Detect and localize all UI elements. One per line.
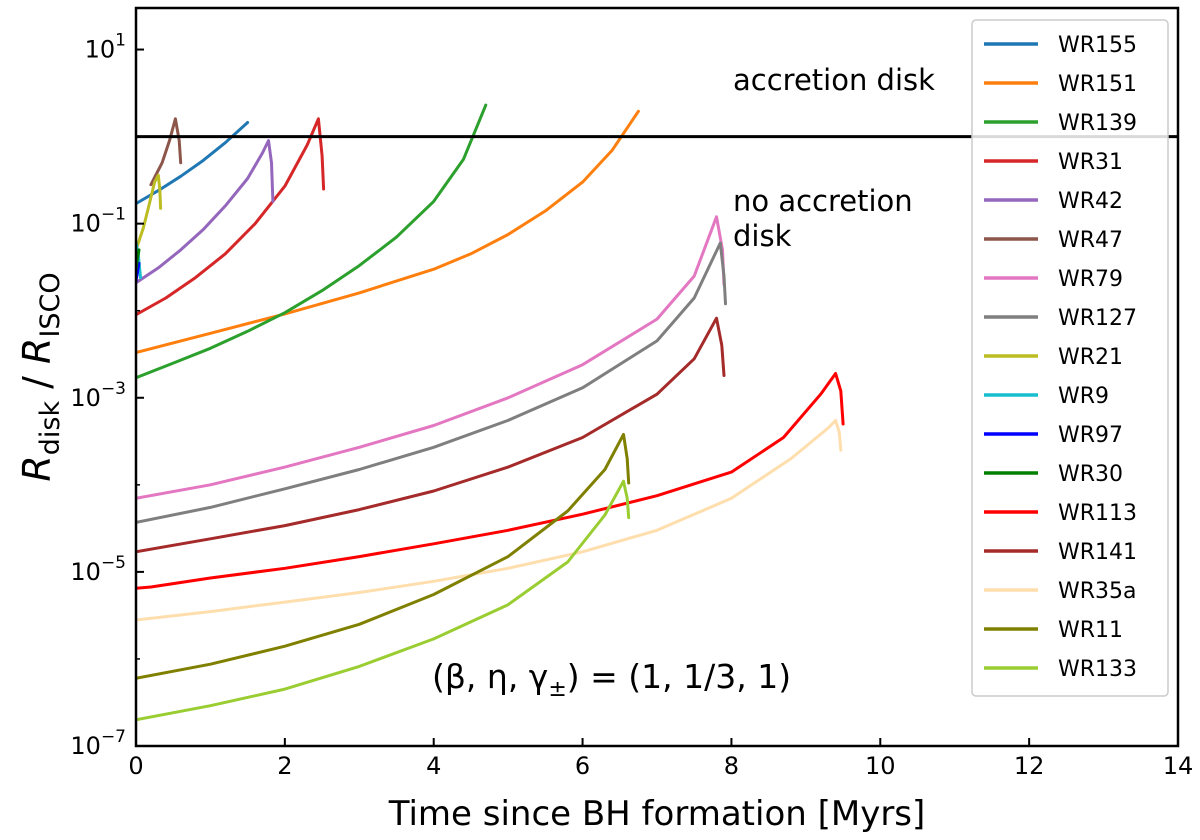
legend-label-wr133: WR133 (1058, 657, 1137, 682)
legend-label-wr79: WR79 (1058, 267, 1123, 292)
series-wr47 (149, 117, 183, 187)
legend-label-wr155: WR155 (1058, 33, 1137, 58)
x-tick-label: 2 (277, 752, 292, 780)
legend-frame (971, 19, 1169, 697)
plot-frame (134, 6, 1180, 748)
legend-label-wr141: WR141 (1058, 540, 1137, 565)
legend-label-wr42: WR42 (1058, 189, 1123, 214)
series-wr127 (136, 241, 727, 524)
annotation-disk: disk (733, 219, 792, 253)
series-wr151 (136, 109, 640, 355)
series-wr31 (136, 117, 326, 317)
x-tick-label: 14 (1163, 752, 1194, 780)
x-tick-label: 6 (575, 752, 590, 780)
legend-label-wr35a: WR35a (1058, 579, 1137, 604)
legend-label-wr9: WR9 (1058, 384, 1109, 409)
legend-label-wr113: WR113 (1058, 501, 1137, 526)
series-wr11 (136, 432, 631, 680)
series-layer (136, 103, 845, 722)
series-wr42 (136, 139, 275, 285)
y-axis: 10−7 10−5 10−3 10−1 101 (70, 31, 144, 760)
legend-label-wr97: WR97 (1058, 423, 1123, 448)
y-tick-label: 101 (85, 31, 126, 64)
x-axis-title: Time since BH formation [Myrs] (388, 794, 926, 834)
x-tick-label: 0 (128, 752, 143, 780)
series-wr113 (136, 372, 845, 590)
y-axis-title: Rdisk / RISCO (15, 272, 66, 481)
legend-label-wr139: WR139 (1058, 111, 1137, 136)
y-tick-label: 10−3 (70, 379, 126, 412)
annotation-no-accretion: no accretion (733, 184, 913, 218)
series-wr35a (136, 418, 843, 622)
legend-label-wr11: WR11 (1058, 618, 1123, 643)
y-tick-label: 10−7 (70, 727, 126, 760)
legend: WR155 WR151 WR139 WR31 WR42 WR47 WR79 WR127 WR21… (971, 19, 1169, 697)
x-axis: 0 2 4 6 8 10 12 14 (128, 738, 1193, 780)
x-tick-label: 10 (865, 752, 896, 780)
annotation-parameters: (β, η, γ±) = (1, 1/3, 1) (432, 657, 791, 702)
x-tick-label: 8 (724, 752, 739, 780)
series-wr133 (136, 479, 631, 722)
series-wr21 (136, 173, 163, 252)
y-tick-label: 10−5 (70, 553, 126, 586)
legend-label-wr21: WR21 (1058, 345, 1123, 370)
x-tick-label: 12 (1014, 752, 1045, 780)
legend-label-wr127: WR127 (1058, 306, 1137, 331)
legend-label-wr151: WR151 (1058, 72, 1137, 97)
series-wr79 (136, 215, 726, 500)
annotation-accretion-disk: accretion disk (733, 63, 935, 97)
legend-label-wr47: WR47 (1058, 228, 1123, 253)
series-wr155 (136, 121, 250, 206)
legend-label-wr31: WR31 (1058, 150, 1123, 175)
series-wr141 (136, 316, 726, 554)
series-wr139 (136, 103, 488, 380)
legend-label-wr30: WR30 (1058, 462, 1123, 487)
x-tick-label: 4 (426, 752, 441, 780)
y-tick-label: 10−1 (70, 205, 126, 238)
